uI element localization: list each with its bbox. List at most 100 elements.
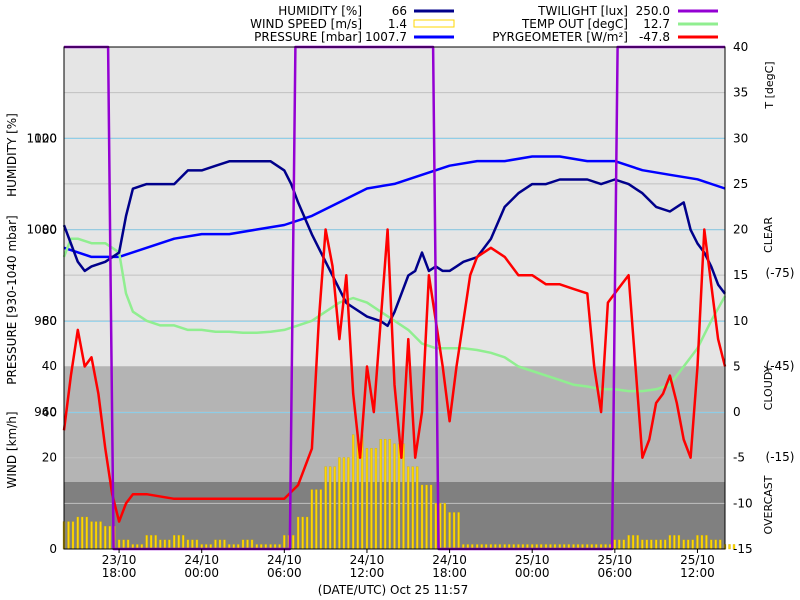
wind-bar bbox=[310, 489, 314, 550]
wind-bar bbox=[434, 503, 437, 550]
wind-bar bbox=[728, 544, 731, 550]
pressure-tick-label: 1020 bbox=[26, 131, 57, 145]
x-tick-label: 12:00 bbox=[350, 566, 385, 580]
temp-tick-label: 10 bbox=[733, 314, 748, 328]
wind-bar bbox=[673, 535, 676, 550]
x-tick-label: 00:00 bbox=[515, 566, 550, 580]
wind-bar bbox=[319, 489, 323, 550]
x-tick-label: 25/10 bbox=[680, 553, 715, 567]
humidity-tick-label: 60 bbox=[42, 314, 57, 328]
legend-label: PYRGEOMETER [W/m²] bbox=[492, 30, 628, 44]
wind-bar bbox=[448, 512, 451, 550]
legend: HUMIDITY [%] 66 WIND SPEED [m/s] 1.4 PRESSUR… bbox=[250, 4, 718, 44]
sky-value-clear: (-75) bbox=[766, 266, 795, 280]
wind-bar bbox=[677, 535, 681, 550]
wind-tick-label: 40 bbox=[42, 359, 57, 373]
sky-value-overcast: (-15) bbox=[766, 450, 795, 464]
wind-bar bbox=[687, 539, 690, 550]
sky-label-cloudy: CLOUDY bbox=[762, 365, 775, 410]
wind-bar bbox=[122, 539, 125, 550]
legend-value: 250.0 bbox=[636, 4, 670, 18]
wind-bar bbox=[696, 535, 699, 550]
wind-bar bbox=[338, 457, 341, 550]
wind-bar bbox=[411, 466, 414, 550]
wind-bar bbox=[117, 539, 121, 550]
wind-bar bbox=[388, 439, 391, 550]
x-tick-label: 24/10 bbox=[350, 553, 385, 567]
temp-tick-label: 35 bbox=[733, 86, 748, 100]
temp-tick-label: 5 bbox=[733, 359, 741, 373]
temperature-series-line bbox=[62, 228, 727, 523]
wind-bar bbox=[163, 539, 167, 550]
wind-bar bbox=[218, 539, 222, 550]
wind-bar bbox=[315, 489, 318, 550]
humidity-tick-label: 40 bbox=[42, 406, 57, 420]
wind-bar bbox=[700, 535, 704, 550]
temp-tick-label: -10 bbox=[733, 496, 753, 510]
x-tick-label: 00:00 bbox=[184, 566, 219, 580]
pressure-series-line bbox=[63, 155, 726, 259]
wind-bar bbox=[379, 439, 382, 550]
legend-value: -47.8 bbox=[639, 30, 670, 44]
wind-bar bbox=[333, 466, 336, 550]
wind-bar bbox=[393, 443, 396, 550]
temp-tick-label: 30 bbox=[733, 131, 748, 145]
x-tick-label: 18:00 bbox=[102, 566, 137, 580]
wind-bar bbox=[457, 512, 460, 550]
wind-bar bbox=[636, 535, 639, 550]
wind-bar bbox=[631, 535, 635, 550]
pressure-tick-label: 1000 bbox=[26, 223, 57, 237]
wind-bar bbox=[296, 516, 300, 550]
temp-tick-label: 40 bbox=[733, 40, 748, 54]
wind-bar bbox=[250, 539, 254, 550]
pressure-tick-label: 980 bbox=[34, 314, 57, 328]
wind-bar bbox=[292, 535, 295, 550]
legend-label: WIND SPEED [m/s] bbox=[250, 17, 362, 31]
humidity-axis-label: HUMIDITY [%] bbox=[5, 113, 19, 197]
wind-bar bbox=[732, 544, 736, 550]
wind-bar bbox=[328, 466, 332, 550]
wind-bar bbox=[622, 539, 625, 550]
wind-bar bbox=[347, 457, 350, 550]
wind-bar bbox=[627, 535, 630, 550]
wind-bar bbox=[402, 443, 405, 550]
x-tick-label: 24/10 bbox=[432, 553, 467, 567]
wind-bar bbox=[324, 466, 327, 550]
wind-bar bbox=[663, 539, 667, 550]
wind-bar bbox=[710, 539, 713, 550]
wind-bar bbox=[650, 539, 653, 550]
wind-bar bbox=[108, 525, 111, 550]
wind-bar bbox=[618, 539, 621, 550]
x-tick-label: 06:00 bbox=[267, 566, 302, 580]
wind-bar bbox=[443, 503, 446, 550]
wind-bar bbox=[76, 516, 79, 550]
wind-bar bbox=[659, 539, 662, 550]
wind-bar bbox=[104, 525, 107, 550]
x-tick-label: 24/10 bbox=[184, 553, 219, 567]
right-axis-label: T [degC] bbox=[763, 61, 776, 109]
wind-bar bbox=[173, 535, 176, 550]
sky-label-clear: CLEAR bbox=[762, 217, 775, 253]
wind-bar bbox=[191, 539, 194, 550]
x-tick-label: 18:00 bbox=[432, 566, 467, 580]
temp-tick-label: 25 bbox=[733, 177, 748, 191]
legend-label: PRESSURE [mbar] bbox=[254, 30, 362, 44]
wind-bar bbox=[645, 539, 649, 550]
wind-bar bbox=[352, 434, 355, 550]
legend-value: 1007.7 bbox=[365, 30, 407, 44]
wind-bar bbox=[186, 539, 190, 550]
x-axis-label: (DATE/UTC) Oct 25 11:57 bbox=[318, 583, 468, 597]
legend-label: TEMP OUT [degC] bbox=[521, 17, 628, 31]
wind-tick-label: 0 bbox=[49, 542, 57, 556]
x-tick-label: 24/10 bbox=[267, 553, 302, 567]
wind-bar bbox=[195, 539, 199, 550]
temp-tick-label: 15 bbox=[733, 268, 748, 282]
x-tick-label: 12:00 bbox=[680, 566, 715, 580]
wind-bar bbox=[365, 448, 369, 550]
x-tick-label: 25/10 bbox=[515, 553, 550, 567]
x-tick-label: 06:00 bbox=[598, 566, 633, 580]
wind-bar bbox=[641, 539, 644, 550]
wind-bar bbox=[342, 457, 346, 550]
clear-band bbox=[64, 47, 725, 366]
